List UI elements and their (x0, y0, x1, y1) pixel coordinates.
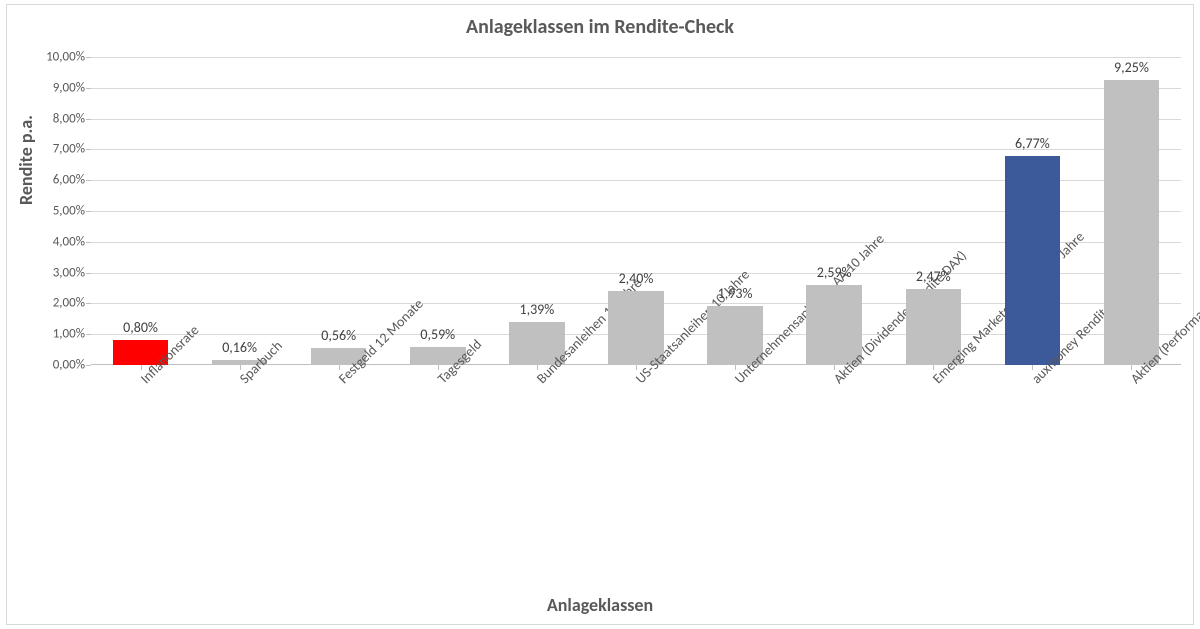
x-axis-title: Anlageklassen (7, 594, 1193, 616)
bar-value-label: 9,25% (1114, 59, 1149, 76)
bar-value-label: 0,56% (321, 327, 356, 344)
bar-slot: 0,16%Sparbuch (190, 57, 289, 365)
y-tick-mark (86, 365, 91, 366)
bar-value-label: 2,59% (817, 264, 852, 281)
bar-value-label: 0,80% (123, 319, 158, 336)
bar-value-label: 1,39% (519, 301, 554, 318)
bar-value-label: 0,59% (420, 326, 455, 343)
bar-slot: 6,77%auxmoney Rendite (983, 57, 1082, 365)
bar (1104, 80, 1159, 365)
bar-slot: 2,59%Aktien (Dividendenrendite DAX) (785, 57, 884, 365)
plot-area: 0,00%1,00%2,00%3,00%4,00%5,00%6,00%7,00%… (91, 57, 1181, 365)
bar-slot: 0,59%Tagesgeld (388, 57, 487, 365)
y-axis-title: Rendite p.a. (15, 115, 37, 205)
bar-slot: 1,39%Bundesanleihen 10 Jahre (487, 57, 586, 365)
bar-slot: 2,47%Emerging Markets Anleihen 10 Jahre (884, 57, 983, 365)
bar-value-label: 6,77% (1015, 135, 1050, 152)
bar-slot: 2,40%US-Staatsanleihen 10 Jahre (586, 57, 685, 365)
bar-value-label: 0,16% (222, 339, 257, 356)
bar-slot: 9,25%Aktien (Performance p.a. DAX seit 1… (1082, 57, 1181, 365)
chart-frame: Anlageklassen im Rendite-Check Rendite p… (6, 4, 1194, 625)
chart-title: Anlageklassen im Rendite-Check (7, 15, 1193, 39)
y-tick-label: 10,00% (46, 50, 91, 65)
bar-slot: 0,56%Festgeld 12 Monate (289, 57, 388, 365)
bar (1005, 156, 1060, 365)
bar-value-label: 1,93% (718, 285, 753, 302)
bar-value-label: 2,47% (916, 268, 951, 285)
bar-value-label: 2,40% (619, 270, 654, 287)
bar-slot: 1,93%Unternehmensanleihen AA 10 Jahre (686, 57, 785, 365)
bar-slot: 0,80%Inflationsrate (91, 57, 190, 365)
